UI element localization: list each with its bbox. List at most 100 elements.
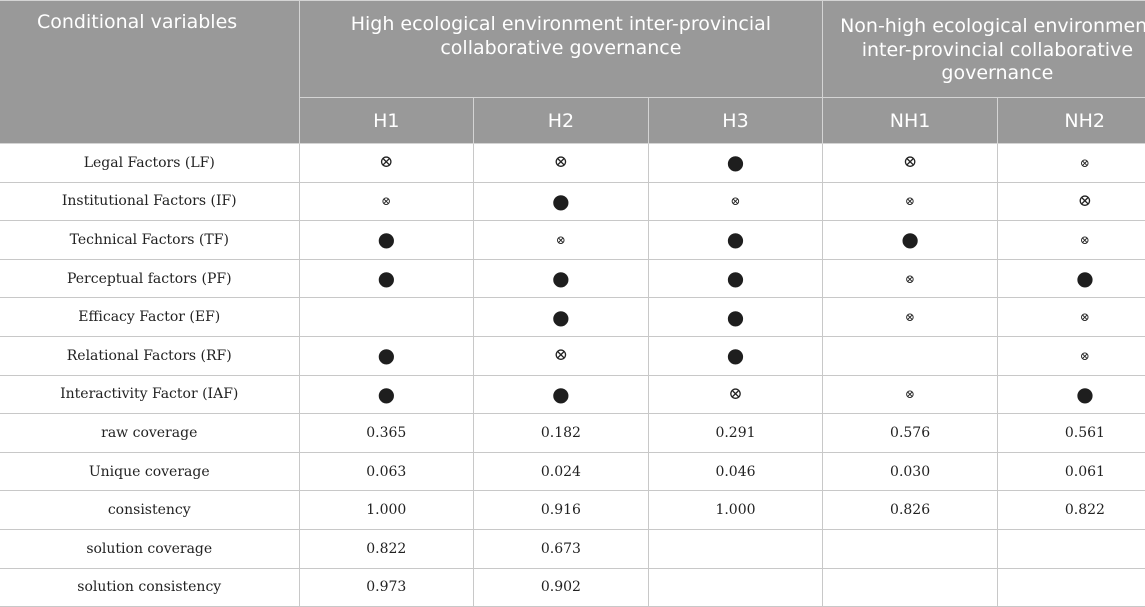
header-row-configs: H1 H2 H3 NH1 NH2 [0,97,1145,144]
peripheral-condition-absent-icon: ⊗ [1079,232,1090,247]
row-label: raw coverage [0,413,300,453]
value-cell: 0.030 [822,451,998,492]
core-condition-present-icon: ● [377,381,396,406]
symbol-cell: ● [473,297,649,337]
table-row: raw coverage 0.365 0.182 0.291 0.576 0.561 [0,413,1145,453]
empty-cell [647,528,824,569]
peripheral-condition-absent-icon: ⊗ [555,232,566,247]
empty-cell [822,528,998,569]
row-label: Technical Factors (TF) [0,220,300,260]
config-header-nh2: NH2 [996,97,1145,144]
empty-cell [822,567,998,607]
peripheral-condition-absent-icon: ⊗ [905,194,916,209]
value-cell: 0.182 [473,413,649,453]
symbol-cell: ⊗ [473,220,649,260]
symbol-cell: ● [298,374,475,415]
symbol-cell: ⊗ [996,297,1145,337]
config-header-h3: H3 [647,97,824,144]
value-cell: 0.576 [822,413,998,453]
value-cell: 0.822 [996,490,1145,530]
symbol-cell: ⊗ [647,181,824,222]
peripheral-condition-absent-icon: ⊗ [1079,155,1090,170]
symbol-cell: ⊗ [996,143,1145,183]
value-cell: 0.973 [298,567,475,607]
symbol-cell: ● [298,258,475,299]
symbol-cell: ● [822,220,998,260]
row-label: Perceptual factors (PF) [0,258,300,299]
row-label: Interactivity Factor (IAF) [0,374,300,415]
high-governance-group-header: High ecological environment inter-provin… [298,0,824,98]
row-label: solution consistency [0,567,300,607]
value-cell: 0.063 [298,451,475,492]
symbol-cell: ⊗ [996,181,1145,222]
value-cell: 0.024 [473,451,649,492]
empty-cell [822,335,998,376]
symbol-cell: ⊗ [822,297,998,337]
config-header-h2: H2 [473,97,649,144]
peripheral-condition-absent-icon: ⊗ [1079,310,1090,325]
symbol-cell: ● [647,258,824,299]
row-label: solution coverage [0,528,300,569]
table-row: solution coverage 0.822 0.673 [0,528,1145,569]
symbol-cell: ● [473,374,649,415]
value-cell: 0.561 [996,413,1145,453]
core-condition-absent-icon: ⊗ [553,152,569,173]
table-row: Relational Factors (RF) ● ⊗ ● ⊗ [0,335,1145,376]
header-row-groups: Conditional variables High ecological en… [0,0,1145,144]
table-row: Legal Factors (LF) ⊗ ⊗ ● ⊗ ⊗ [0,143,1145,183]
table-row: Institutional Factors (IF) ⊗ ● ⊗ ⊗ ⊗ [0,181,1145,222]
value-cell: 1.000 [298,490,475,530]
core-condition-absent-icon: ⊗ [379,152,394,173]
config-header-h1: H1 [298,97,475,144]
value-cell: 0.673 [473,528,649,569]
symbol-cell: ● [996,374,1145,415]
row-label: Unique coverage [0,451,300,492]
symbol-cell: ⊗ [996,335,1145,376]
core-condition-present-icon: ● [901,227,919,252]
value-cell: 0.826 [822,490,998,530]
core-condition-absent-icon: ⊗ [902,152,918,173]
symbol-cell: ⊗ [473,335,649,376]
value-cell: 0.902 [473,567,649,607]
symbol-cell: ● [647,335,824,376]
value-cell: 0.822 [298,528,475,569]
core-condition-present-icon: ● [726,266,745,291]
table-row: Perceptual factors (PF) ● ● ● ⊗ ● [0,258,1145,299]
symbol-cell: ● [473,258,649,299]
row-label: Institutional Factors (IF) [0,181,300,222]
symbol-cell: ● [647,220,824,260]
empty-cell [996,567,1145,607]
table-row: consistency 1.000 0.916 1.000 0.826 0.822 [0,490,1145,530]
core-condition-present-icon: ● [552,188,570,213]
peripheral-condition-absent-icon: ⊗ [905,387,916,402]
core-condition-present-icon: ● [552,381,570,406]
core-condition-present-icon: ● [552,304,570,329]
value-cell: 0.061 [996,451,1145,492]
peripheral-condition-absent-icon: ⊗ [1079,348,1090,363]
symbol-cell: ● [996,258,1145,299]
symbol-cell: ⊗ [298,143,475,183]
table-row: solution consistency 0.973 0.902 [0,567,1145,607]
table-row: Interactivity Factor (IAF) ● ● ⊗ ⊗ ● [0,374,1145,415]
core-condition-absent-icon: ⊗ [728,383,743,404]
value-cell: 1.000 [647,490,824,530]
symbol-cell: ⊗ [822,143,998,183]
row-label: consistency [0,490,300,530]
core-condition-absent-icon: ⊗ [1077,190,1093,211]
empty-cell [647,567,824,607]
table-body: Legal Factors (LF) ⊗ ⊗ ● ⊗ ⊗ Institutional Fac… [0,143,1145,607]
symbol-cell: ⊗ [647,374,824,415]
value-cell: 0.365 [298,413,475,453]
peripheral-condition-absent-icon: ⊗ [730,194,741,209]
core-condition-present-icon: ● [377,343,396,368]
table-row: Efficacy Factor (EF) ● ● ⊗ ⊗ [0,297,1145,337]
peripheral-condition-absent-icon: ⊗ [905,271,916,286]
row-label: Relational Factors (RF) [0,335,300,376]
symbol-cell: ⊗ [822,181,998,222]
value-cell: 0.291 [647,413,824,453]
core-condition-present-icon: ● [726,304,745,329]
core-condition-absent-icon: ⊗ [553,345,569,366]
symbol-cell: ● [647,297,824,337]
core-condition-present-icon: ● [726,150,745,175]
